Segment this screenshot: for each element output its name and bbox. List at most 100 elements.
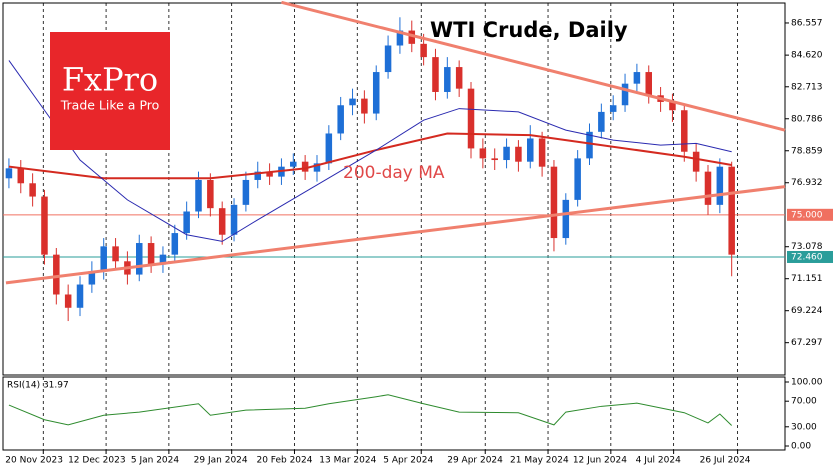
y-tick-label: 67.297 bbox=[791, 338, 823, 348]
y-tick-label: 0.00 bbox=[791, 441, 811, 451]
candle-body bbox=[432, 57, 439, 92]
y-tick-label: 73.078 bbox=[791, 242, 823, 252]
candle-body bbox=[337, 105, 344, 134]
candle-body bbox=[609, 105, 617, 112]
candle-body bbox=[455, 67, 463, 89]
y-tick-label: 30.00 bbox=[791, 422, 817, 432]
candle-body bbox=[716, 166, 724, 205]
candle-body bbox=[29, 183, 36, 197]
x-tick-label: 5 Jan 2024 bbox=[131, 456, 179, 466]
candle-body bbox=[112, 246, 119, 262]
moving-average bbox=[8, 132, 732, 180]
candle-body bbox=[242, 179, 250, 205]
candle-body bbox=[681, 110, 688, 152]
candle-body bbox=[41, 196, 48, 255]
x-tick-label: 26 Jul 2024 bbox=[700, 456, 751, 466]
candle-body bbox=[550, 166, 558, 239]
candle-body bbox=[491, 158, 498, 161]
candle-body bbox=[444, 67, 451, 92]
trend-line bbox=[281, 0, 786, 132]
candle-body bbox=[633, 72, 641, 84]
candle-body bbox=[5, 168, 13, 179]
candle-body bbox=[325, 133, 333, 164]
logo-box bbox=[50, 32, 170, 150]
candle-body bbox=[467, 88, 475, 149]
candle-body bbox=[266, 171, 273, 177]
level-box bbox=[787, 250, 833, 263]
candle-body bbox=[621, 83, 629, 106]
x-tick-label: 21 May 2024 bbox=[510, 456, 569, 466]
x-tick-label: 5 Apr 2024 bbox=[383, 456, 433, 466]
x-tick-label: 20 Feb 2024 bbox=[256, 456, 312, 466]
candle-body bbox=[230, 204, 238, 235]
candle-body bbox=[384, 45, 392, 73]
candle-body bbox=[76, 284, 84, 308]
candle-body bbox=[88, 271, 96, 285]
candle-body bbox=[598, 111, 605, 132]
moving-average bbox=[8, 60, 732, 242]
level-box bbox=[787, 208, 833, 221]
x-tick-label: 4 Jul 2024 bbox=[636, 456, 681, 466]
trend-line bbox=[5, 185, 786, 285]
candle-body bbox=[171, 233, 179, 255]
candle-body bbox=[195, 179, 202, 212]
candle-body bbox=[64, 294, 72, 308]
x-tick-label: 29 Jan 2024 bbox=[194, 456, 248, 466]
candle-body bbox=[218, 208, 226, 235]
candle-body bbox=[290, 161, 297, 167]
candle-body bbox=[692, 151, 700, 172]
rsi-title: RSI(14) 31.97 bbox=[7, 381, 69, 391]
candle-body bbox=[301, 161, 309, 172]
level-label: 72.460 bbox=[791, 252, 823, 262]
candle-body bbox=[147, 243, 155, 265]
price-panel bbox=[2, 2, 786, 376]
y-tick-label: 100.00 bbox=[791, 377, 823, 387]
y-tick-label: 71.151 bbox=[791, 274, 823, 284]
candle-body bbox=[135, 243, 143, 275]
plot-layer: 86.557 84.620 82.713 80.786 78.859 76.932 73.0… bbox=[3, 0, 833, 466]
candle-body bbox=[17, 168, 25, 184]
candle-body bbox=[503, 146, 510, 161]
candle-body bbox=[645, 72, 653, 96]
candle-body bbox=[526, 138, 534, 162]
x-tick-label: 12 Jun 2024 bbox=[573, 456, 627, 466]
x-tick-label: 20 Nov 2023 bbox=[5, 456, 63, 466]
x-tick-label: 29 Apr 2024 bbox=[447, 456, 503, 466]
y-tick-label: 70.00 bbox=[791, 397, 817, 407]
candle-body bbox=[562, 199, 570, 239]
chart-title: WTI Crude, Daily bbox=[430, 18, 628, 42]
candle-body bbox=[586, 131, 593, 159]
y-tick-label: 86.557 bbox=[791, 18, 823, 28]
y-tick-label: 76.932 bbox=[791, 178, 823, 188]
candle-body bbox=[574, 158, 581, 200]
candle-body bbox=[408, 30, 416, 44]
candle-body bbox=[361, 98, 368, 114]
y-tick-label: 69.224 bbox=[791, 306, 823, 316]
candle-body bbox=[159, 254, 167, 265]
candle-body bbox=[100, 246, 107, 272]
candle-body bbox=[704, 171, 712, 205]
candle-body bbox=[396, 30, 404, 46]
y-tick-label: 80.786 bbox=[791, 114, 823, 124]
x-tick-label: 12 Dec 2023 bbox=[68, 456, 126, 466]
candle-body bbox=[53, 254, 60, 295]
logo-title: FxPro bbox=[62, 61, 158, 99]
candle-body bbox=[183, 211, 190, 234]
candle-body bbox=[349, 98, 356, 106]
candle-body bbox=[728, 166, 735, 255]
y-tick-label: 84.620 bbox=[791, 51, 823, 61]
y-tick-label: 82.713 bbox=[791, 82, 823, 92]
candle-body bbox=[420, 43, 427, 58]
candle-body bbox=[479, 148, 487, 159]
candle-body bbox=[515, 146, 522, 162]
rsi-line bbox=[8, 394, 733, 426]
candle-body bbox=[207, 179, 214, 209]
candle-body bbox=[372, 72, 380, 114]
x-tick-label: 13 Mar 2024 bbox=[319, 456, 376, 466]
rsi-panel bbox=[2, 376, 786, 451]
candle-body bbox=[538, 138, 546, 167]
candle-body bbox=[254, 171, 262, 180]
candle-body bbox=[313, 163, 321, 172]
logo-subtitle: Trade Like a Pro bbox=[60, 98, 160, 113]
